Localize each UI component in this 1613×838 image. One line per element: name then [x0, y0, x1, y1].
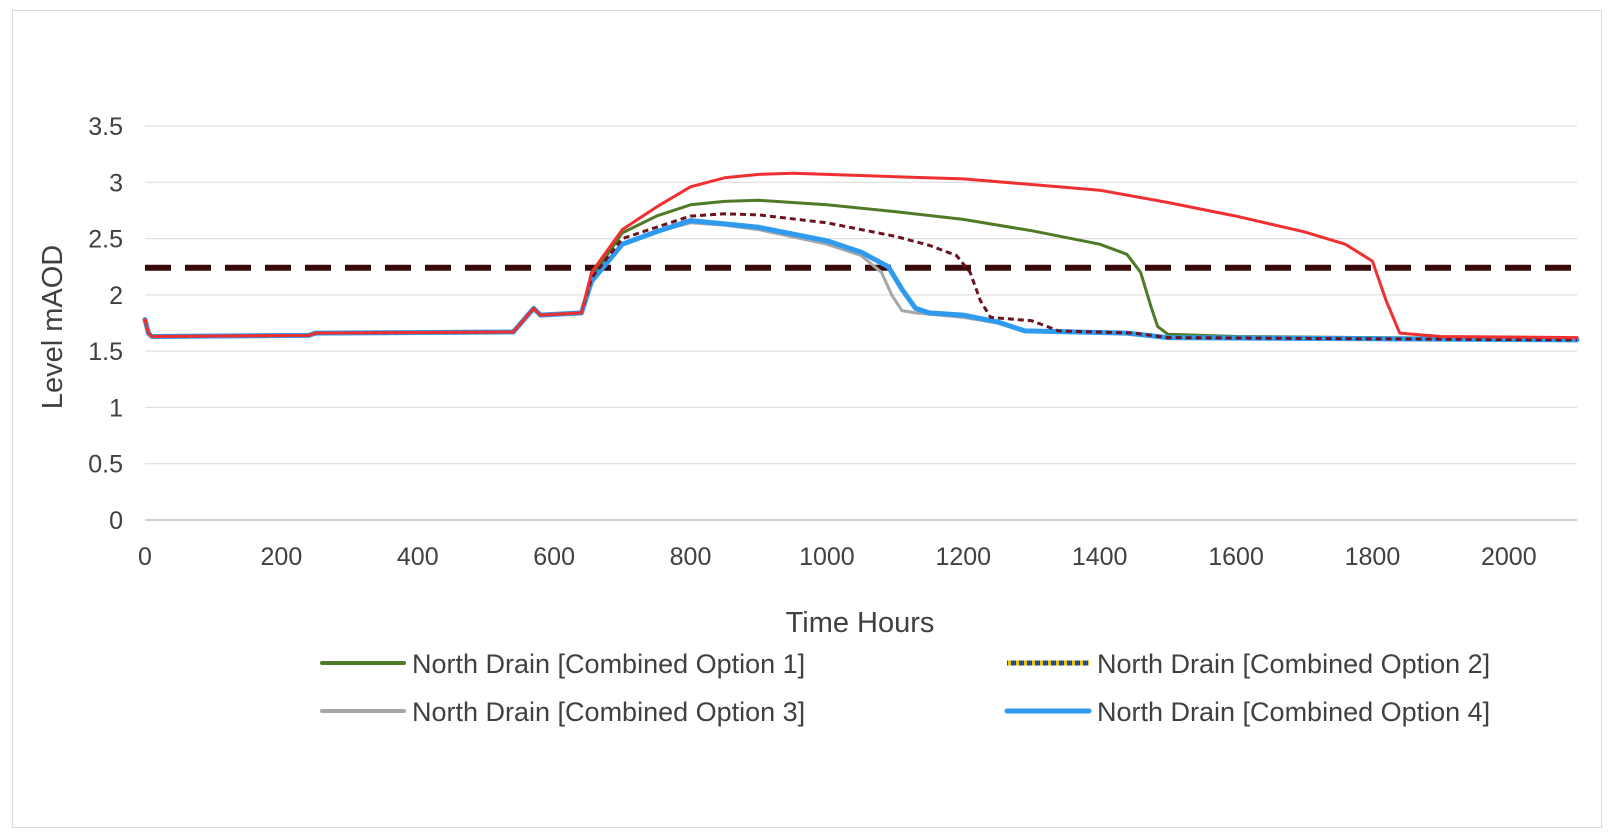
x-tick-label: 1000: [799, 543, 855, 571]
series-line-5: [143, 171, 1579, 340]
x-tick-label: 600: [533, 543, 575, 571]
y-tick-label: 3: [109, 169, 123, 197]
x-tick-label: 400: [397, 543, 439, 571]
x-tick-label: 0: [138, 543, 152, 571]
legend-item: North Drain [Combined Option 1]: [320, 649, 805, 679]
y-tick-label: 0: [109, 507, 123, 535]
x-tick-label: 1200: [935, 543, 991, 571]
legend-label: North Drain [Combined Option 2]: [1097, 649, 1490, 679]
y-tick-label: 2: [109, 282, 123, 310]
y-axis-title: Level mAOD: [37, 245, 69, 409]
series-layer: [142, 171, 1580, 343]
x-axis-ticks: 0 200 400 600 800 1000 1200 1400 1600 1800 2000: [138, 543, 1537, 571]
x-tick-label: 1800: [1345, 543, 1401, 571]
series-line-3: [143, 221, 1579, 342]
x-tick-label: 2000: [1481, 543, 1537, 571]
x-tick-label: 200: [261, 543, 303, 571]
x-tick-label: 800: [670, 543, 712, 571]
x-tick-label: 1400: [1072, 543, 1128, 571]
y-tick-label: 3.5: [88, 113, 123, 141]
legend-item: North Drain [Combined Option 4]: [1004, 697, 1490, 727]
chart-frame: [12, 10, 1602, 828]
legend-item: North Drain [Combined Option 2]: [1007, 649, 1490, 679]
series-line-2: [143, 212, 1578, 342]
y-axis-ticks: 0 0.5 1 1.5 2 2.5 3 3.5: [88, 113, 123, 535]
grid-lines: [145, 125, 1577, 521]
legend-label: North Drain [Combined Option 4]: [1097, 697, 1490, 727]
x-axis-title: Time Hours: [786, 607, 935, 639]
legend-item: North Drain [Combined Option 3]: [320, 697, 805, 727]
y-tick-label: 1: [109, 394, 123, 422]
y-tick-label: 2.5: [88, 226, 123, 254]
legend-label: North Drain [Combined Option 3]: [412, 697, 805, 727]
x-tick-label: 1600: [1208, 543, 1264, 571]
y-tick-label: 0.5: [88, 451, 123, 479]
legend-label: North Drain [Combined Option 1]: [412, 649, 805, 679]
legend: North Drain [Combined Option 1] North Dra…: [320, 649, 1490, 727]
y-tick-label: 1.5: [88, 338, 123, 366]
